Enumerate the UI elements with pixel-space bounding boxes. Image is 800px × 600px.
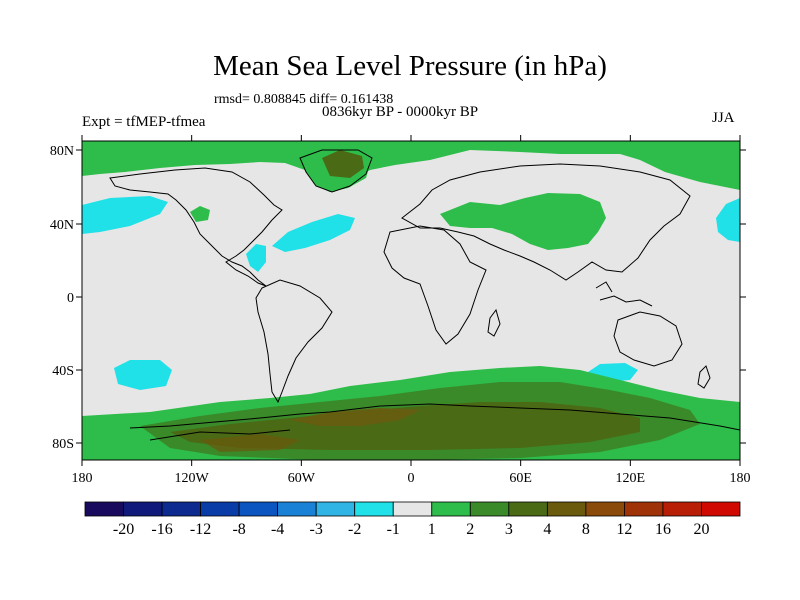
lat-label: 40N <box>50 218 74 233</box>
coast-south-america <box>255 279 333 404</box>
colorbar-label: -3 <box>310 521 323 538</box>
colorbar-labels: -20 -16 -12 -8 -4 -3 -2 -1 1 2 3 4 8 12 16 20 <box>113 521 710 538</box>
colorbar-box <box>508 501 548 517</box>
anomaly-brown-southern <box>290 408 420 426</box>
anomaly-green-arctic <box>82 141 740 192</box>
colorbar-box <box>469 501 510 517</box>
colorbar-label: 1 <box>428 521 436 538</box>
coast-madagascar <box>487 308 501 337</box>
colorbar-box <box>701 501 741 517</box>
lon-label: 120W <box>175 471 210 486</box>
coast-africa <box>383 225 487 345</box>
colorbar-label: 3 <box>505 521 513 538</box>
lat-label: 80S <box>52 437 74 452</box>
lon-axis: 180 120W 60W 0 60E 120E 180 <box>72 135 751 486</box>
colorbar-label: -4 <box>271 521 284 538</box>
lon-label: 0 <box>408 471 415 486</box>
lat-label: 80N <box>50 144 74 159</box>
colorbar-label: 12 <box>616 521 632 538</box>
colorbar-label: 8 <box>582 521 590 538</box>
colorbar-label: -8 <box>232 521 245 538</box>
anomaly-cyan-natlantic <box>272 214 355 252</box>
stats-subtitle: rmsd= 0.808845 diff= 0.161438 <box>214 92 394 107</box>
lon-label: 60E <box>509 471 532 486</box>
colorbar-box <box>123 501 163 517</box>
coast-southeast-asia-islands <box>595 281 653 307</box>
anomaly-green-atlantic-small <box>190 206 210 222</box>
colorbar-label: 2 <box>466 521 474 538</box>
lat-label: 0 <box>67 291 74 306</box>
lon-label: 180 <box>72 471 93 486</box>
lat-label: 40S <box>52 364 74 379</box>
colorbar-box <box>431 501 471 517</box>
colorbar-box <box>662 501 702 517</box>
coast-eurasia <box>401 163 691 281</box>
lat-axis: 80N 40N 0 40S 80S <box>50 144 746 452</box>
experiment-label: Expt = tfMEP-tfmea <box>82 114 206 130</box>
colorbar-box <box>315 501 356 517</box>
colorbar-box <box>238 501 279 517</box>
colorbar-box <box>392 501 433 517</box>
anomaly-green-eurasia <box>440 193 606 250</box>
colorbar-label: -20 <box>113 521 134 538</box>
anomaly-cyan-npacific-east <box>716 198 740 242</box>
anomaly-brown-southern-2 <box>200 434 300 452</box>
colorbar-label: -16 <box>151 521 172 538</box>
colorbar-label: -12 <box>190 521 211 538</box>
coast-new-zealand <box>697 365 711 389</box>
lon-label: 120E <box>616 471 646 486</box>
colorbar-box <box>546 501 587 517</box>
chart-title: Mean Sea Level Pressure (in hPa) <box>213 50 607 82</box>
season-label: JJA <box>712 110 735 126</box>
anomaly-olive-southern <box>170 402 640 450</box>
colorbar-box <box>161 501 201 517</box>
colorbar-label: 20 <box>693 521 709 538</box>
colorbar-box <box>277 501 317 517</box>
coastlines <box>109 149 741 441</box>
anomaly-cyan-npacific-west <box>82 196 168 234</box>
colorbar-label: -2 <box>348 521 361 538</box>
coast-greenland <box>299 149 373 193</box>
colorbar-box <box>585 501 625 517</box>
coast-antarctica <box>129 403 741 441</box>
colorbar-label: 16 <box>655 521 671 538</box>
colorbar-box <box>354 501 394 517</box>
period-subtitle: 0836kyr BP - 0000kyr BP <box>322 104 479 120</box>
colorbar-box <box>200 501 240 517</box>
colorbar-box <box>84 501 124 517</box>
colorbar-label: 4 <box>543 521 551 538</box>
anomaly-cyan-gulf <box>246 244 266 272</box>
coast-north-america <box>109 167 283 287</box>
lon-label: 60W <box>288 471 316 486</box>
colorbar-boxes <box>84 501 741 517</box>
map-panel <box>81 140 741 461</box>
coast-australia <box>613 311 683 367</box>
colorbar-box <box>624 501 664 517</box>
lon-label: 180 <box>730 471 751 486</box>
colorbar-label: -1 <box>387 521 400 538</box>
anomaly-olive-greenland <box>322 150 364 178</box>
anomaly-cyan-spacific <box>114 360 172 390</box>
